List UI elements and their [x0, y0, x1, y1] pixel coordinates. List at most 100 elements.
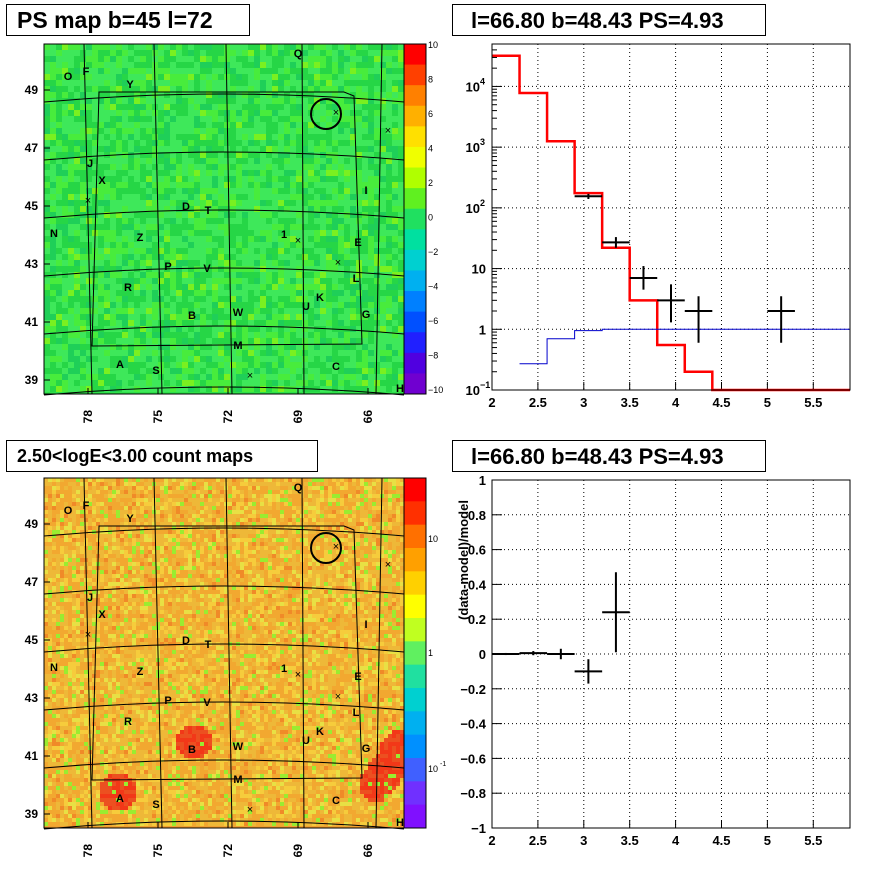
top-colorbar-tick-label: 10: [428, 40, 438, 50]
top-colorbar-segment: [404, 311, 426, 333]
top-y-tick-label: 45: [25, 199, 39, 213]
bottom-x-tick-label: 78: [81, 844, 95, 858]
top-colorbar-segment: [404, 249, 426, 271]
bottom-latitude-line: [43, 585, 405, 595]
bottom-source-label: 1: [281, 663, 287, 675]
top-map-pixels: [44, 44, 404, 392]
bottom-source-circle: [310, 532, 342, 564]
residual-y-tick-label: 1: [479, 473, 486, 488]
bottom-source-marker: ×: [333, 541, 339, 553]
residual-y-tick-label: −0.2: [460, 682, 486, 697]
background-step-line: [519, 328, 850, 365]
top-latitude-line: [43, 386, 405, 396]
top-colorbar-segment: [404, 85, 426, 107]
bottom-map-pixels: [44, 478, 404, 826]
bottom-map-pixels: [44, 478, 404, 826]
top-map-pixels: [44, 44, 404, 392]
top-colorbar-segment: [404, 270, 426, 292]
residual-x-tick-label: 3.5: [621, 833, 639, 848]
residual-x-tick-label: 2: [488, 833, 495, 848]
top-colorbar-tick-label: 2: [428, 178, 433, 188]
bottom-colorbar-segment: [404, 758, 426, 782]
top-colorbar-segment: [404, 352, 426, 374]
top-colorbar-tick-label: −10: [428, 385, 443, 395]
bottom-colorbar-segment: [404, 641, 426, 666]
top-source-label: D: [182, 201, 190, 213]
bottom-y-tick-label: 43: [25, 691, 39, 705]
top-source-label: E: [354, 237, 361, 249]
residual-x-tick-label: 4: [672, 833, 680, 848]
spectrum-x-tick-label: 2: [488, 395, 495, 410]
bottom-source-label: H: [396, 817, 404, 829]
residual-plot: 2 2.5 3 3.5 4 4.5 5 5.5 1 0.8 0.6 0.4 0.2 0 −0.2 −0.4 −0…: [456, 473, 851, 848]
top-source-label: M: [233, 340, 242, 352]
top-x-tick-label: 72: [221, 410, 235, 424]
bottom-source-label: U: [302, 735, 310, 747]
top-colorbar-segment: [404, 291, 426, 313]
spectrum-x-tick-label: 2.5: [529, 395, 547, 410]
bottom-source-label: P: [164, 695, 171, 707]
top-colorbar-tick-label: 8: [428, 75, 433, 85]
bottom-y-tick-label: 41: [25, 749, 39, 763]
top-colorbar-frame: [403, 43, 427, 395]
top-colorbar-tick-label: −8: [428, 351, 438, 361]
bottom-source-label: S: [152, 799, 159, 811]
map-bottom-title: 2.50<logE<3.00 count maps: [6, 440, 318, 472]
bottom-colorbar-segment: [404, 478, 426, 502]
top-source-marker: ×: [247, 370, 253, 382]
residual-y-tick-label: −0.4: [460, 717, 486, 732]
top-colorbar-tick-label: 6: [428, 109, 433, 119]
top-source-label: G: [362, 309, 371, 321]
model-step-line: [492, 54, 850, 392]
bottom-latitude-line: [43, 759, 405, 769]
bottom-x-tick-label: 72: [221, 844, 235, 858]
residual-y-tick-label: −1: [471, 821, 486, 836]
top-x-tick-label: 69: [291, 410, 305, 424]
top-source-label: U: [302, 301, 310, 313]
bottom-colorbar-tick-label: -1: [440, 761, 446, 768]
bottom-map-pixels: [44, 478, 404, 826]
top-source-label: X: [98, 175, 106, 187]
top-y-tick-label: 41: [25, 315, 39, 329]
bottom-map-pixels: [100, 726, 404, 810]
top-latitude-line: [43, 325, 405, 335]
spectrum-y-tick-label: 10: [466, 79, 480, 94]
bottom-source-label: N: [50, 662, 58, 674]
residual-frame: [491, 479, 851, 829]
bottom-colorbar-tick-label: 10: [428, 764, 438, 774]
top-colorbar-tick-label: 4: [428, 144, 433, 154]
residual-title: l=66.80 b=48.43 PS=4.93: [452, 440, 766, 472]
top-latitude-line: [43, 267, 405, 277]
top-source-label: S: [152, 365, 159, 377]
top-source-label: R: [124, 282, 132, 294]
top-source-marker: ×: [85, 195, 91, 207]
spectrum-frame: [491, 43, 851, 391]
top-longitude-line: [301, 43, 305, 395]
spectrum-y-tick-label: 10: [472, 262, 486, 277]
top-x-tick-label: 75: [151, 410, 165, 424]
bottom-colorbar-tick-label: 1: [428, 648, 433, 658]
top-source-label: V: [203, 263, 211, 275]
residual-y-axis-label: (data-model)/model: [456, 500, 471, 620]
spectrum-x-tick-label: 5: [764, 395, 771, 410]
bottom-colorbar-segment: [404, 781, 426, 806]
top-map: × × × × × × Q O F Y JX I D T N Z 1 E P V R KU L G B W M A S C H 49 47 45 4…: [25, 43, 405, 424]
bottom-source-label: I: [364, 619, 367, 631]
spectrum-x-tick-label: 3: [580, 395, 587, 410]
top-source-label: K: [316, 292, 324, 304]
bottom-source-label: D: [182, 635, 190, 647]
bottom-source-label: X: [98, 609, 106, 621]
top-source-label: Y: [126, 79, 134, 91]
bottom-colorbar-frame: [403, 477, 427, 829]
spectrum-y-tick-label: 10: [466, 201, 480, 216]
bottom-latitude-line: [43, 527, 405, 537]
top-source-label: J: [87, 158, 93, 170]
bottom-colorbar-segment: [404, 804, 426, 829]
bottom-colorbar-segment: [404, 734, 426, 759]
bottom-latitude-line: [43, 643, 405, 653]
top-latitude-line: [43, 209, 405, 219]
bottom-colorbar-segment: [404, 548, 426, 572]
residual-x-tick-label: 5.5: [804, 833, 822, 848]
